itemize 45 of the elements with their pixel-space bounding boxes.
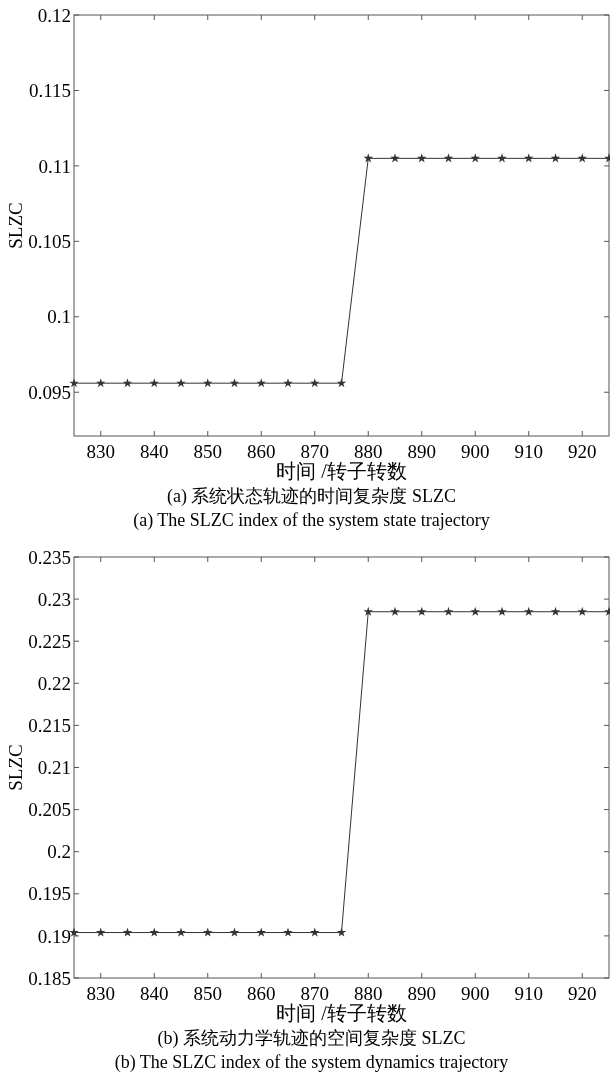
y-tick-label: 0.22 [37,672,71,694]
x-tick-label: 840 [140,441,169,462]
x-tick-label: 890 [407,983,436,1004]
y-tick-label: 0.115 [28,80,71,102]
x-tick-label: 850 [193,441,222,462]
y-tick-label: 0.21 [37,757,71,779]
y-tick-label: 0.12 [37,4,71,26]
x-tick-label: 860 [247,441,276,462]
x-tick-label: 870 [300,983,329,1004]
x-tick-label: 920 [568,983,597,1004]
y-tick-label: 0.195 [28,883,71,905]
x-tick-label: 850 [193,983,222,1004]
x-axis-title: 时间 /转子转数 [276,1002,407,1024]
y-tick-label: 0.19 [37,925,71,947]
text: (a) The SLZC index of the system state trajectory [133,510,490,531]
text: (a) 系统状态轨迹的时间复杂度 SLZC [167,486,456,507]
x-tick-label: 900 [461,441,490,462]
x-tick-label: 900 [461,983,490,1004]
y-tick-label: 0.205 [28,799,71,821]
text: (b) The SLZC index of the system dynamics trajectory [114,1052,509,1073]
x-tick-label: 840 [140,983,169,1004]
x-tick-label: 870 [300,441,329,462]
y-tick-label: 0.095 [28,381,71,403]
x-tick-label: 910 [514,441,543,462]
x-tick-label: 920 [568,441,597,462]
y-tick-label: 0.105 [28,230,71,252]
y-tick-label: 0.11 [38,155,71,177]
x-axis-title: 时间 /转子转数 [276,460,407,482]
y-tick-label: 0.235 [28,546,71,568]
text: (b) 系统动力学轨迹的空间复杂度 SLZC [157,1028,466,1049]
x-tick-label: 910 [514,983,543,1004]
x-tick-label: 890 [407,441,436,462]
x-tick-label: 830 [86,983,115,1004]
y-tick-label: 0.2 [47,841,71,863]
y-tick-label: 0.215 [28,715,71,737]
y-tick-label: 0.1 [47,306,71,328]
y-tick-label: 0.225 [28,630,71,652]
x-tick-label: 880 [354,983,383,1004]
x-tick-label: 880 [354,441,383,462]
y-tick-label: 0.185 [28,967,71,989]
y-axis-title: SLZC [5,744,26,791]
y-tick-label: 0.23 [37,588,71,610]
y-axis-title: SLZC [5,202,26,249]
x-tick-label: 860 [247,983,276,1004]
x-tick-label: 830 [86,441,115,462]
